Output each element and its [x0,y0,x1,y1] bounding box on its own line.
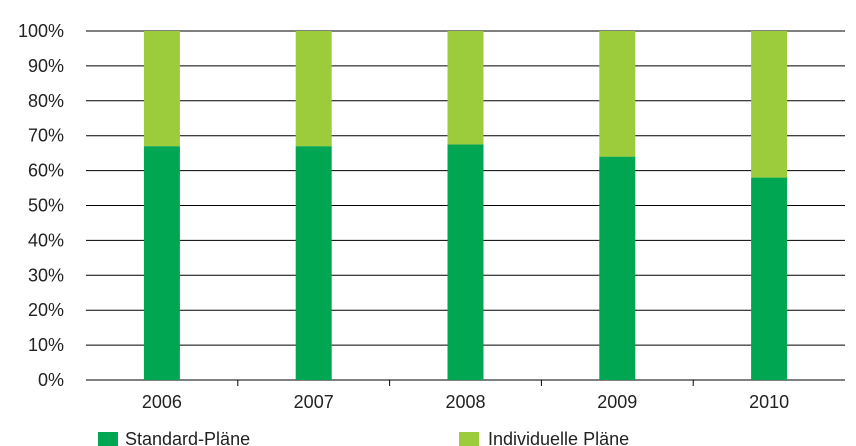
x-tick-label: 2009 [597,392,637,412]
bar-individuelle-plaene-2009 [599,31,636,157]
bar-individuelle-plaene-2008 [447,31,484,145]
legend: Standard-Pläne Individuelle Pläne [98,429,629,446]
bar-individuelle-plaene-2010 [751,31,788,178]
y-tick-label: 0% [38,370,64,390]
bars [143,31,788,380]
bar-individuelle-plaene-2007 [295,31,332,147]
x-tick-label: 2010 [749,392,789,412]
y-tick-label: 100% [18,21,64,41]
y-axis-tick-labels: 0% 10% 20% 30% 40% 50% 60% 70% 80% 90% 100% [18,21,64,390]
y-tick-label: 90% [28,56,64,76]
bar-individuelle-plaene-2006 [143,31,180,147]
x-tick-label: 2006 [142,392,182,412]
x-tick-label: 2008 [445,392,485,412]
bar-standard-plaene-2007 [295,146,332,380]
bar-standard-plaene-2010 [751,177,788,380]
x-tick-label: 2007 [294,392,334,412]
y-tick-label: 10% [28,335,64,355]
x-axis: 2006 2007 2008 2009 2010 [142,380,789,412]
legend-label-individuelle-plaene: Individuelle Pläne [488,429,629,446]
bar-standard-plaene-2009 [599,156,636,380]
y-tick-label: 50% [28,196,64,216]
bar-standard-plaene-2008 [447,144,484,380]
y-tick-label: 80% [28,91,64,111]
y-tick-label: 60% [28,161,64,181]
legend-swatch-individuelle-plaene [459,432,479,446]
legend-label-standard-plaene: Standard-Pläne [125,429,250,446]
bar-standard-plaene-2006 [143,146,180,380]
y-tick-label: 30% [28,265,64,285]
y-tick-label: 40% [28,230,64,250]
legend-swatch-standard-plaene [98,432,118,446]
y-tick-label: 20% [28,300,64,320]
y-tick-label: 70% [28,126,64,146]
